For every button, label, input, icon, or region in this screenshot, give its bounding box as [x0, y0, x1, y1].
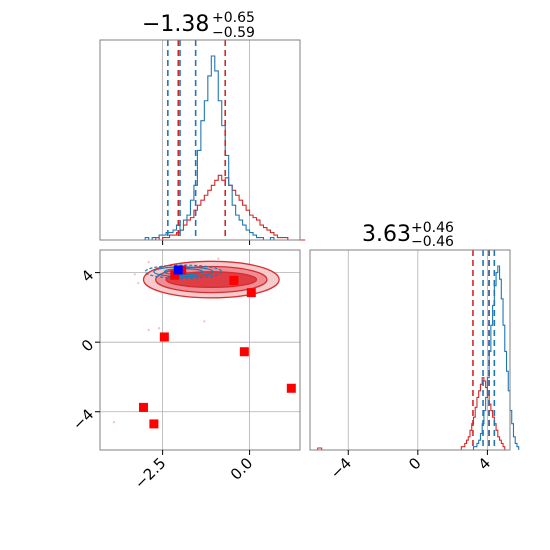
marker-red-square — [239, 347, 249, 357]
histogram-red-series — [145, 174, 306, 241]
title-param-1-main: −1.38 — [142, 12, 209, 37]
marker-red-square — [170, 270, 180, 280]
scatter-panel-param-1-vs-param-2: −2.5 0.0 −4 0 4 — [69, 249, 301, 493]
histogram-red-series — [459, 377, 507, 451]
x-axis-param-1-tick-label: 0.0 — [227, 454, 257, 484]
scatter-sample-dot — [203, 320, 206, 323]
x-axis-param-2-tick-label: −4 — [327, 454, 355, 482]
marker-red-square — [138, 402, 148, 412]
marker-red-square — [246, 288, 256, 298]
y-axis-param-2-tick-label: 4 — [78, 266, 97, 285]
scatter-sample-dot — [157, 327, 161, 330]
axes-frame — [99, 249, 301, 451]
y-axis-param-2-tick-label: −4 — [69, 405, 97, 433]
axes-frame — [99, 39, 301, 241]
scatter-sample-dot — [133, 273, 136, 276]
axes-frame — [309, 249, 511, 451]
title-param-2-sup: +0.46 — [411, 220, 454, 236]
scatter-sample-dot — [147, 328, 150, 332]
histogram-panel-param-1 — [99, 39, 306, 245]
marker-red-square — [229, 275, 239, 285]
x-axis-param-2-tick-label: 0 — [405, 454, 424, 473]
marker-red-square — [149, 419, 159, 429]
scatter-sample-dot — [217, 257, 220, 260]
marker-red-square — [159, 332, 169, 342]
title-param-1-sup: +0.65 — [212, 10, 255, 26]
title-param-2-main: 3.63 — [362, 222, 411, 247]
x-axis-param-2-tick-label: 4 — [475, 454, 494, 473]
scatter-sample-dot — [112, 420, 116, 424]
title-param-2: 3.63 +0.46 −0.46 — [362, 220, 454, 250]
scatter-sample-dot — [137, 281, 140, 285]
x-axis-param-1-tick-label: −2.5 — [131, 454, 169, 492]
y-axis-param-2-tick-label: 0 — [78, 336, 97, 355]
histogram-blue-series — [138, 55, 292, 241]
marker-blue-square — [173, 265, 183, 275]
title-param-2-sub: −0.46 — [411, 234, 454, 250]
contour-blue-level-3 — [144, 264, 223, 279]
scatter-sample-dot — [147, 260, 150, 264]
histogram-blue-series — [470, 265, 520, 451]
marker-red-square — [286, 383, 296, 393]
title-param-1-sub: −0.59 — [212, 25, 255, 41]
title-param-1: −1.38 +0.65 −0.59 — [142, 10, 255, 41]
histogram-panel-param-2: −4 0 4 — [309, 249, 520, 482]
